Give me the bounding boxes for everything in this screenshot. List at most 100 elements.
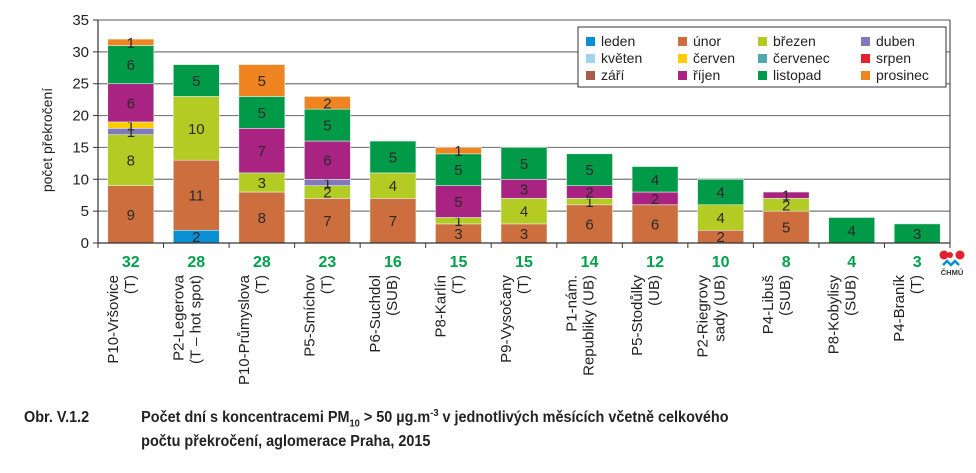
bar-segment-prosinec (107, 38, 155, 46)
legend-label: leden (601, 33, 635, 49)
legend-swatch (586, 54, 595, 63)
legend-label: květen (601, 50, 642, 66)
caption-subscript: 10 (349, 418, 360, 430)
segment-value-label: 8 (127, 153, 135, 170)
segment-value-label: 6 (323, 153, 331, 170)
segment-value-label: 3 (454, 226, 462, 243)
legend-swatch (758, 71, 767, 80)
bar-segment-prosinec (304, 96, 351, 110)
segment-value-label: 1 (323, 175, 331, 192)
bar-segment-únor (369, 198, 417, 244)
bar-segment-listopad (500, 147, 548, 180)
x-tick-label: P8-Karlín (432, 275, 449, 338)
y-tick-label: 15 (72, 139, 89, 156)
x-tick-label: (SUB) (777, 275, 794, 316)
bar-segment-listopad (369, 140, 417, 174)
caption-text: Počet dní s koncentracemi PM (141, 409, 350, 427)
total-label: 28 (253, 254, 271, 271)
legend-swatch (678, 71, 687, 80)
segment-value-label: 4 (520, 204, 528, 221)
legend-swatch (861, 54, 870, 63)
x-tick-label: sady (UB) (712, 275, 729, 342)
legend-swatch (758, 37, 767, 46)
segment-value-label: 3 (258, 175, 266, 192)
segment-value-label: 5 (782, 220, 790, 237)
x-tick-label: P2-Riegrovy (695, 275, 712, 358)
segment-value-label: 2 (323, 95, 331, 112)
segment-value-label: 3 (520, 226, 528, 243)
segment-value-label: 5 (454, 194, 462, 211)
x-tick-label: (T) (449, 275, 466, 294)
x-tick-label: P4-Libuš (760, 275, 777, 334)
bar-segment-prosinec (435, 147, 482, 155)
segment-value-label: 9 (127, 207, 135, 224)
bar-segment-únor (304, 198, 351, 244)
segment-value-label: 6 (585, 216, 593, 233)
total-label: 32 (122, 254, 140, 271)
segment-value-label: 5 (389, 149, 397, 166)
segment-value-label: 1 (454, 213, 462, 230)
segment-value-label: 3 (520, 181, 528, 198)
x-tick-label: P2-Legerova (170, 274, 187, 361)
segment-value-label: 2 (585, 185, 593, 202)
x-tick-label: P5-Smíchov (301, 275, 318, 357)
y-tick-label: 30 (72, 44, 89, 61)
segment-value-label: 5 (192, 73, 200, 90)
segment-value-label: 1 (782, 188, 790, 205)
chmu-logo-icon: ČHMÚ (939, 250, 965, 277)
segment-value-label: 2 (716, 229, 724, 246)
segment-value-label: 7 (323, 213, 331, 230)
chmu-logo-text: ČHMÚ (941, 268, 964, 277)
total-label: 3 (913, 254, 922, 271)
x-tick-label: (SUB) (843, 275, 860, 316)
segment-value-label: 7 (258, 143, 266, 160)
bar-segment-listopad (566, 153, 613, 186)
segment-value-label: 4 (848, 223, 856, 240)
bar-segment-prosinec (238, 64, 286, 97)
legend-label: duben (876, 33, 915, 49)
legend-label: březen (773, 33, 816, 49)
total-label: 14 (581, 254, 599, 271)
y-tick-label: 20 (72, 108, 89, 125)
legend-swatch (678, 37, 687, 46)
x-tick-label: Republiky (UB) (581, 275, 598, 376)
segment-value-label: 1 (127, 118, 135, 135)
bar-segment-listopad (631, 166, 679, 193)
x-tick-label: P10-Průmyslova (236, 274, 253, 385)
legend: leden únor březen duben květen červen červenec… (577, 26, 947, 88)
figure-number: Obr. V.1.2 (24, 409, 90, 427)
bar-segment-únor (762, 210, 810, 244)
bar-segment-březen (369, 172, 417, 199)
legend-swatch (758, 54, 767, 63)
x-tick-label: (SUB) (384, 275, 401, 316)
segment-value-label: 5 (323, 118, 331, 135)
segment-value-label: 1 (454, 143, 462, 160)
bar-segment-listopad (697, 178, 744, 206)
segment-value-label: 3 (913, 226, 921, 243)
y-tick-label: 35 (72, 12, 89, 29)
total-label: 4 (847, 254, 856, 271)
legend-label: listopad (773, 67, 821, 83)
x-tick-label: P5-Stodůlky (629, 275, 646, 356)
bar-segment-listopad (304, 108, 351, 142)
segment-value-label: 7 (389, 213, 397, 230)
x-tick-label: (T) (908, 275, 925, 294)
x-tick-label: P1-nám. (564, 275, 581, 332)
bar-segment-únor (238, 191, 286, 244)
segment-value-label: 6 (127, 57, 135, 74)
segment-value-label: 1 (127, 35, 135, 52)
legend-label: červen (693, 50, 735, 66)
bar-segment-říjen (238, 128, 286, 174)
segment-value-label: 5 (258, 73, 266, 90)
y-tick-label: 10 (72, 171, 89, 188)
segment-value-label: 8 (258, 210, 266, 227)
figure-caption: Obr. V.1.2 Počet dní s koncentracemi PM10… (24, 405, 729, 451)
segment-value-label: 2 (651, 191, 659, 208)
legend-label: září (601, 67, 624, 83)
x-tick-label: (T) (122, 275, 139, 294)
segment-value-label: 4 (716, 185, 724, 202)
segment-value-label: 5 (258, 105, 266, 122)
legend-label: říjen (693, 67, 720, 83)
legend-label: červenec (773, 50, 830, 66)
segment-value-label: 1 (127, 124, 135, 141)
